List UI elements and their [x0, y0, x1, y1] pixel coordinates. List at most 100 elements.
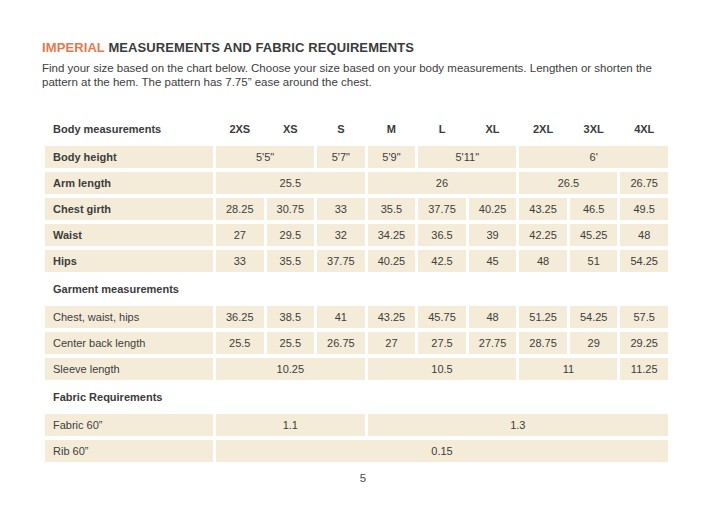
- value-cell: 33: [216, 250, 264, 272]
- value-cell: 41: [317, 306, 365, 328]
- table-row: Waist2729.53234.2536.53942.2545.2548: [45, 224, 668, 246]
- row-label: Rib 60”: [45, 440, 213, 462]
- row-label: Chest girth: [45, 198, 213, 220]
- section-header: Garment measurements: [45, 278, 668, 300]
- value-cell: 5'5": [216, 146, 314, 168]
- row-label: Sleeve length: [45, 358, 213, 380]
- value-cell: 42.25: [519, 224, 567, 246]
- value-cell: 54.25: [620, 250, 668, 272]
- value-cell: 35.5: [368, 198, 416, 220]
- size-header-s: S: [317, 119, 365, 139]
- table-row: Chest girth28.2530.753335.537.7540.2543.…: [45, 198, 668, 220]
- value-cell: 25.5: [267, 332, 315, 354]
- value-cell: 11: [519, 358, 617, 380]
- value-cell: 5'7": [317, 146, 365, 168]
- subtitle-line-1: Find your size based on the chart below.…: [42, 62, 684, 76]
- value-cell: 5'11": [418, 146, 516, 168]
- value-cell: 48: [620, 224, 668, 246]
- value-cell: 49.5: [620, 198, 668, 220]
- value-cell: 26.5: [519, 172, 617, 194]
- row-label: Chest, waist, hips: [45, 306, 213, 328]
- value-cell: 10.25: [216, 358, 365, 380]
- value-cell: 0.15: [216, 440, 668, 462]
- value-cell: 5'9": [368, 146, 416, 168]
- value-cell: 51: [570, 250, 618, 272]
- value-cell: 48: [469, 306, 517, 328]
- title-accent: IMPERIAL: [42, 40, 105, 55]
- value-cell: 29: [570, 332, 618, 354]
- value-cell: 36.25: [216, 306, 264, 328]
- value-cell: 27: [368, 332, 416, 354]
- subtitle-line-2: pattern at the hem. The pattern has 7.75…: [42, 76, 684, 90]
- value-cell: 10.5: [368, 358, 517, 380]
- value-cell: 48: [519, 250, 567, 272]
- value-cell: 1.3: [368, 414, 668, 436]
- row-label: Hips: [45, 250, 213, 272]
- value-cell: 1.1: [216, 414, 365, 436]
- value-cell: 45.75: [418, 306, 466, 328]
- value-cell: 25.5: [216, 172, 365, 194]
- table-row: Hips3335.537.7540.2542.545485154.25: [45, 250, 668, 272]
- page-title: IMPERIAL MEASUREMENTS AND FABRIC REQUIRE…: [42, 40, 684, 55]
- value-cell: 32: [317, 224, 365, 246]
- value-cell: 25.5: [216, 332, 264, 354]
- value-cell: 26.75: [620, 172, 668, 194]
- value-cell: 35.5: [267, 250, 315, 272]
- value-cell: 37.75: [317, 250, 365, 272]
- size-header-2xl: 2XL: [519, 119, 567, 139]
- row-label: Center back length: [45, 332, 213, 354]
- value-cell: 54.25: [570, 306, 618, 328]
- size-header-l: L: [418, 119, 466, 139]
- value-cell: 38.5: [267, 306, 315, 328]
- value-cell: 33: [317, 198, 365, 220]
- value-cell: 27: [216, 224, 264, 246]
- value-cell: 27.75: [469, 332, 517, 354]
- size-header-xs: XS: [267, 119, 315, 139]
- value-cell: 45: [469, 250, 517, 272]
- table-row: Sleeve length10.2510.51111.25: [45, 358, 668, 380]
- section-header: Fabric Requirements: [45, 386, 668, 408]
- title-rest: MEASUREMENTS AND FABRIC REQUIREMENTS: [105, 40, 414, 55]
- value-cell: 43.25: [368, 306, 416, 328]
- value-cell: 27.5: [418, 332, 466, 354]
- value-cell: 30.75: [267, 198, 315, 220]
- value-cell: 26: [368, 172, 517, 194]
- size-header-3xl: 3XL: [570, 119, 618, 139]
- value-cell: 40.25: [368, 250, 416, 272]
- size-header-2xs: 2XS: [216, 119, 264, 139]
- row-label: Body height: [45, 146, 213, 168]
- document-page: IMPERIAL MEASUREMENTS AND FABRIC REQUIRE…: [0, 0, 720, 484]
- value-cell: 42.5: [418, 250, 466, 272]
- value-cell: 46.5: [570, 198, 618, 220]
- value-cell: 6': [519, 146, 668, 168]
- row-label: Fabric 60”: [45, 414, 213, 436]
- table-row: Arm length25.52626.526.75: [45, 172, 668, 194]
- value-cell: 29.25: [620, 332, 668, 354]
- value-cell: 43.25: [519, 198, 567, 220]
- size-header-m: M: [368, 119, 416, 139]
- size-header-xl: XL: [469, 119, 517, 139]
- value-cell: 11.25: [620, 358, 668, 380]
- value-cell: 36.5: [418, 224, 466, 246]
- value-cell: 28.25: [216, 198, 264, 220]
- table-row: Rib 60”0.15: [45, 440, 668, 462]
- table-row: Center back length25.525.526.752727.527.…: [45, 332, 668, 354]
- table-row: Fabric 60”1.11.3: [45, 414, 668, 436]
- table-row: Body height5'5"5'7"5'9"5'11"6': [45, 146, 668, 168]
- value-cell: 40.25: [469, 198, 517, 220]
- value-cell: 29.5: [267, 224, 315, 246]
- row-label: Arm length: [45, 172, 213, 194]
- value-cell: 51.25: [519, 306, 567, 328]
- value-cell: 37.75: [418, 198, 466, 220]
- table-header-label: Body measurements: [45, 119, 213, 139]
- page-number: 5: [42, 472, 684, 484]
- table-header-row: Body measurements2XSXSSMLXL2XL3XL4XL: [45, 119, 668, 139]
- value-cell: 57.5: [620, 306, 668, 328]
- page-subtitle: Find your size based on the chart below.…: [42, 62, 684, 89]
- value-cell: 45.25: [570, 224, 618, 246]
- value-cell: 34.25: [368, 224, 416, 246]
- value-cell: 26.75: [317, 332, 365, 354]
- value-cell: 28.75: [519, 332, 567, 354]
- table-row: Chest, waist, hips36.2538.54143.2545.754…: [45, 306, 668, 328]
- value-cell: 39: [469, 224, 517, 246]
